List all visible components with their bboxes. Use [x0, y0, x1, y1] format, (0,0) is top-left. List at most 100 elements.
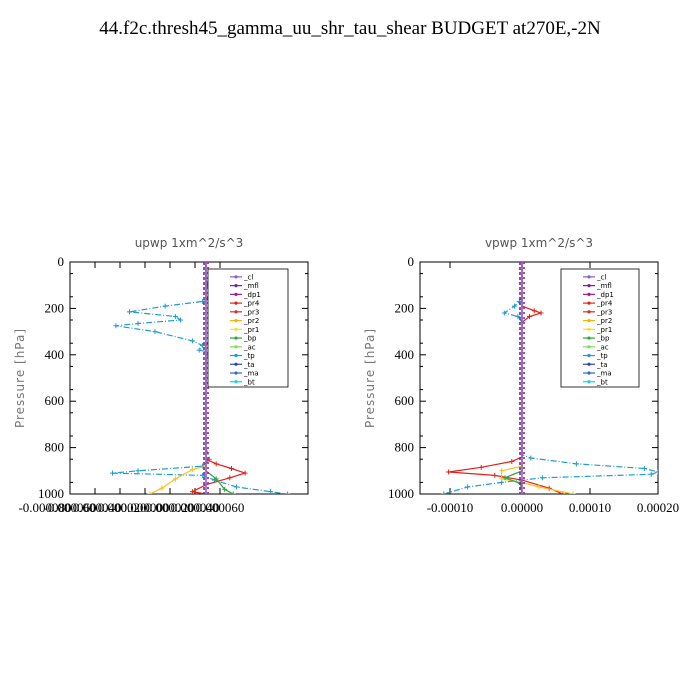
- legend-marker: [587, 371, 591, 375]
- series-marker: [538, 310, 544, 316]
- y-tick-label: 400: [45, 347, 65, 362]
- y-tick-label: 400: [395, 347, 415, 362]
- y-tick-label: 200: [395, 300, 415, 315]
- series-marker: [110, 470, 115, 476]
- series-marker: [531, 308, 537, 314]
- legend-marker: [587, 362, 591, 366]
- series-line-pr2: [149, 262, 207, 494]
- series-marker: [285, 491, 291, 494]
- y-tick-label: 0: [408, 254, 415, 269]
- x-tick-label: -0.000060: [43, 500, 96, 515]
- y-tick-label: 0: [58, 254, 65, 269]
- panel-title: vpwp 1xm^2/s^3: [485, 236, 593, 250]
- series-marker: [492, 472, 498, 478]
- x-tick-label: 0.00020: [637, 500, 679, 515]
- series-marker: [222, 486, 228, 492]
- y-tick-label: 200: [45, 300, 65, 315]
- series-marker: [189, 489, 195, 494]
- series-marker: [509, 459, 515, 465]
- legend-marker: [234, 345, 238, 349]
- series-marker: [446, 469, 452, 475]
- series-marker: [200, 298, 206, 304]
- series-marker: [648, 471, 654, 477]
- legend-marker: [234, 275, 238, 279]
- chart-panel-0: upwp 1xm^2/s^3 Pressure [hPa] 0 200 400 600 80…: [13, 236, 309, 515]
- series-marker: [515, 314, 521, 320]
- series-marker: [159, 485, 165, 491]
- legend-entry: _ta: [243, 361, 255, 369]
- series-marker: [499, 468, 505, 474]
- series-marker: [230, 491, 236, 494]
- x-tick-label: -0.000080: [18, 500, 71, 515]
- series-marker: [200, 472, 206, 478]
- legend-entry: _ac: [596, 343, 609, 351]
- series-marker: [268, 489, 274, 494]
- x-tick-label: -0.000020: [93, 500, 146, 515]
- series-marker: [189, 467, 195, 473]
- series-line-tp: [112, 262, 288, 494]
- series-marker: [441, 491, 447, 494]
- legend-entry: _pr2: [243, 317, 259, 325]
- legend-marker: [234, 318, 238, 323]
- series-marker: [227, 475, 233, 481]
- legend-entry: _pr4: [596, 300, 613, 308]
- x-tick-label: 0.00000: [501, 500, 543, 515]
- legend-entry: _bt: [243, 378, 255, 386]
- plot-frame: [419, 261, 659, 495]
- series-marker: [539, 475, 545, 481]
- series-marker: [242, 470, 248, 476]
- legend-entry: _ma: [243, 370, 259, 378]
- legend-entry: _bp: [596, 335, 610, 343]
- legend: _cl_mfl_dp1_pr4_pr3_pr2_pr1_bp_ac_tp_ta_…: [207, 268, 289, 388]
- series-marker: [172, 314, 178, 320]
- legend-marker: [587, 275, 591, 279]
- series-marker: [213, 476, 219, 482]
- x-tick-label: -0.000040: [68, 500, 121, 515]
- legend-entry: _dp1: [596, 291, 614, 299]
- series-marker: [478, 464, 484, 470]
- legend-entry: _pr4: [243, 300, 260, 308]
- series-marker: [501, 310, 507, 316]
- series-marker: [135, 468, 141, 474]
- legend-marker: [587, 327, 591, 331]
- legend-entry: _pr3: [243, 308, 259, 316]
- legend-entry: _pr2: [596, 317, 612, 325]
- legend-marker: [587, 318, 591, 323]
- series-marker: [573, 461, 579, 467]
- series-marker: [465, 484, 471, 490]
- x-tick-label: 0.00010: [569, 500, 611, 515]
- y-tick-label: 600: [395, 393, 415, 408]
- series-marker: [655, 469, 658, 475]
- legend-marker: [587, 310, 591, 314]
- x-tick-label: 0.000040: [171, 500, 220, 515]
- legend-entry: _ta: [596, 361, 608, 369]
- series-marker: [178, 317, 183, 323]
- legend-entry: _ac: [243, 343, 256, 351]
- legend-entry: _tp: [243, 352, 255, 360]
- series-group: [441, 262, 658, 494]
- legend-marker: [587, 301, 591, 305]
- legend-marker: [587, 292, 591, 296]
- series-marker: [229, 465, 234, 471]
- series-line-pr4: [448, 262, 564, 494]
- legend-entry: _mfl: [243, 282, 259, 290]
- legend-marker: [234, 284, 238, 288]
- series-marker: [152, 329, 158, 335]
- legend-entry: _cl: [596, 273, 606, 281]
- legend-entry: _cl: [243, 273, 253, 281]
- series-marker: [162, 303, 168, 309]
- series-marker: [189, 338, 195, 344]
- series-marker: [512, 303, 518, 309]
- legend-marker: [587, 284, 591, 288]
- x-tick-label: 0.000000: [121, 500, 170, 515]
- legend-marker: [587, 345, 591, 349]
- legend-entry: _mfl: [596, 282, 612, 290]
- panel-title: upwp 1xm^2/s^3: [135, 236, 244, 250]
- y-tick-label: 600: [45, 393, 65, 408]
- legend-marker: [234, 371, 238, 375]
- figure-title: 44.f2c.thresh45_gamma_uu_shr_tau_shear B…: [99, 18, 601, 39]
- x-tick-label: 0.000060: [196, 500, 245, 515]
- series-marker: [536, 484, 542, 490]
